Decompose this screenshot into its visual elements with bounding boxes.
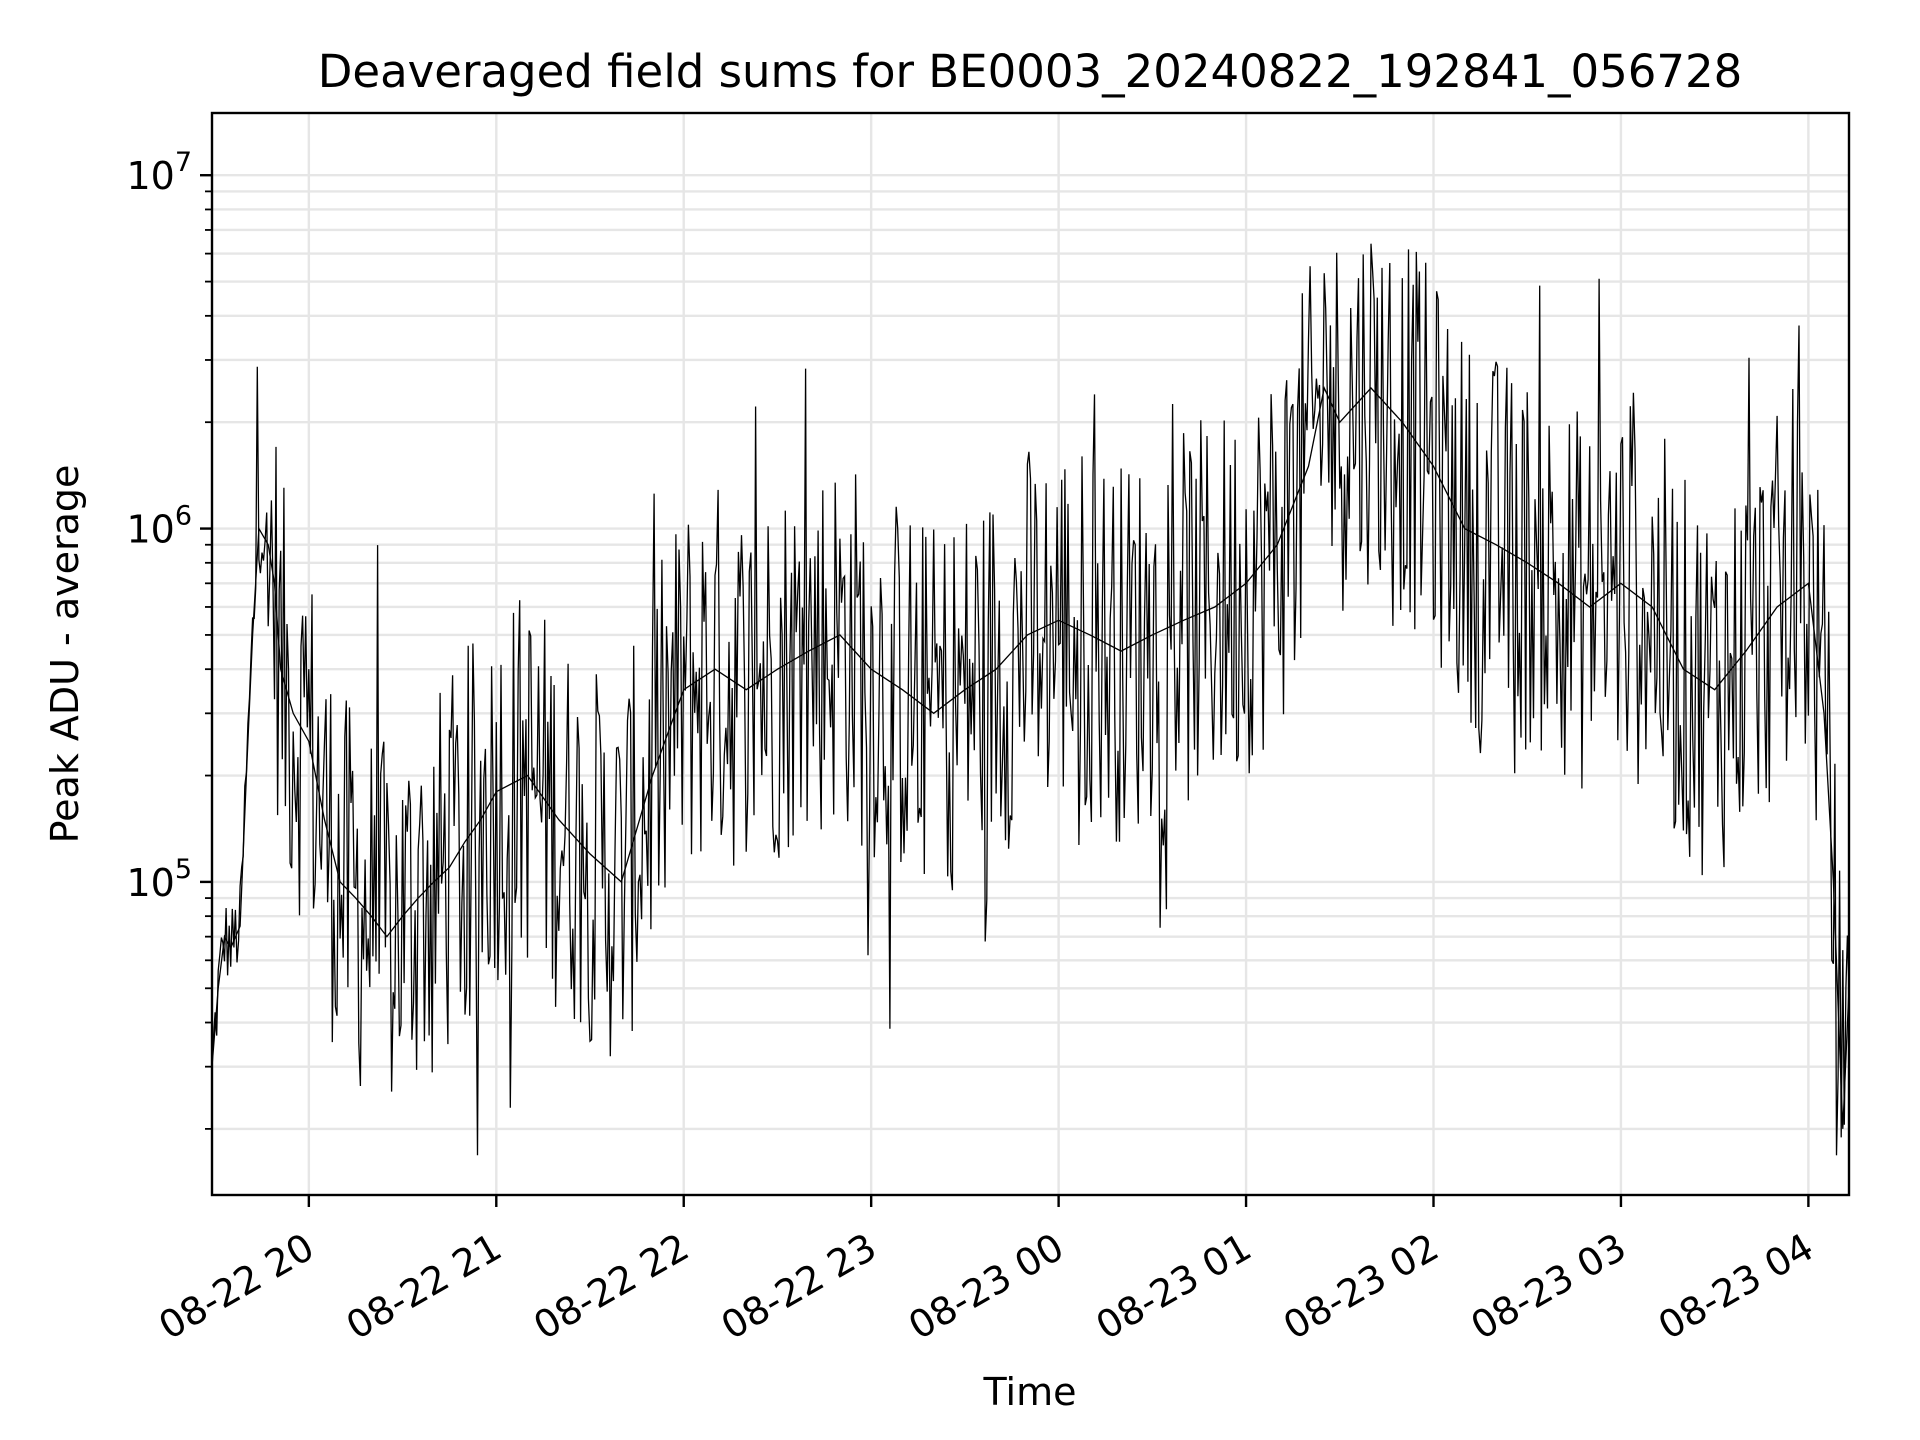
y-axis-label: Peak ADU - average	[43, 465, 87, 844]
axes-frame	[210, 111, 1851, 1197]
series-line-noise	[212, 243, 1849, 1156]
y-axis: 105 106 107	[126, 147, 212, 1130]
y-tick-label: 106	[126, 501, 192, 552]
x-axis-label: Time	[983, 1370, 1077, 1414]
y-tick-label: 107	[126, 147, 192, 198]
series-line	[212, 385, 1849, 1129]
y-tick-label: 105	[126, 854, 192, 905]
chart-title: Deaveraged field sums for BE0003_2024082…	[318, 45, 1743, 98]
plot-area	[212, 243, 1849, 1156]
